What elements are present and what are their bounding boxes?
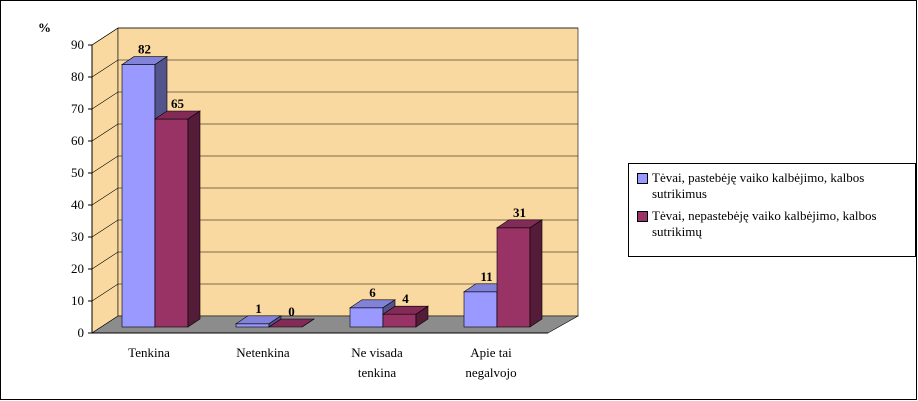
grid-line xyxy=(91,283,578,302)
value-label: 1 xyxy=(255,301,262,316)
y-tick-label: 70 xyxy=(71,101,84,116)
bar-front xyxy=(382,313,417,328)
bar-front xyxy=(121,64,156,328)
value-label: 65 xyxy=(171,96,185,111)
grid-line xyxy=(91,219,578,238)
y-tick-label: 10 xyxy=(71,293,84,308)
bar-front xyxy=(154,118,189,328)
grid-line xyxy=(91,91,578,110)
y-tick-label: 50 xyxy=(71,165,84,180)
x-tick-label: negalvojo xyxy=(465,365,516,380)
legend-item: Tėvai, pastebėję vaiko kalbėjimo, kalbos… xyxy=(637,170,915,202)
value-label: 6 xyxy=(369,285,376,300)
x-tick-label: tenkina xyxy=(358,365,396,380)
bar-side xyxy=(187,110,201,328)
grid-line xyxy=(91,187,578,206)
legend-swatch xyxy=(637,173,648,184)
value-label: 0 xyxy=(288,304,295,319)
bar-front xyxy=(463,291,498,328)
x-tick-label: Apie tai xyxy=(470,345,512,360)
bar-side xyxy=(301,318,315,328)
legend-label: Tėvai, nepastebėję vaiko kalbėjimo, kalb… xyxy=(652,208,877,239)
legend-item: Tėvai, nepastebėję vaiko kalbėjimo, kalb… xyxy=(637,208,915,240)
bar-front xyxy=(235,323,270,328)
grid-line xyxy=(91,27,578,46)
grid-line xyxy=(91,251,578,270)
legend-swatch xyxy=(637,211,648,222)
bar-side xyxy=(529,219,543,328)
y-tick-label: 20 xyxy=(71,261,84,276)
y-tick-label: 60 xyxy=(71,133,84,148)
value-label: 4 xyxy=(402,291,409,306)
y-tick-label: 80 xyxy=(71,69,84,84)
y-axis-label: % xyxy=(38,20,51,35)
y-tick-label: 90 xyxy=(71,37,84,52)
value-label: 82 xyxy=(138,42,151,57)
y-tick-label: 0 xyxy=(78,325,85,340)
x-tick-label: Netenkina xyxy=(236,345,290,360)
side-wall xyxy=(91,27,119,334)
grid-line xyxy=(91,59,578,78)
y-tick-label: 30 xyxy=(71,229,84,244)
x-tick-label: Ne visada xyxy=(351,345,403,360)
x-tick-label: Tenkina xyxy=(128,345,170,360)
value-label: 11 xyxy=(480,269,492,284)
legend-label: Tėvai, pastebėję vaiko kalbėjimo, kalbos… xyxy=(652,170,865,201)
bar-side xyxy=(415,305,429,328)
legend: Tėvai, pastebėję vaiko kalbėjimo, kalbos… xyxy=(628,163,916,257)
bar-front xyxy=(349,307,384,328)
bar-front xyxy=(496,227,531,328)
value-label: 31 xyxy=(513,205,526,220)
grid-line xyxy=(91,155,578,174)
y-tick-label: 40 xyxy=(71,197,84,212)
grid-line xyxy=(91,123,578,142)
